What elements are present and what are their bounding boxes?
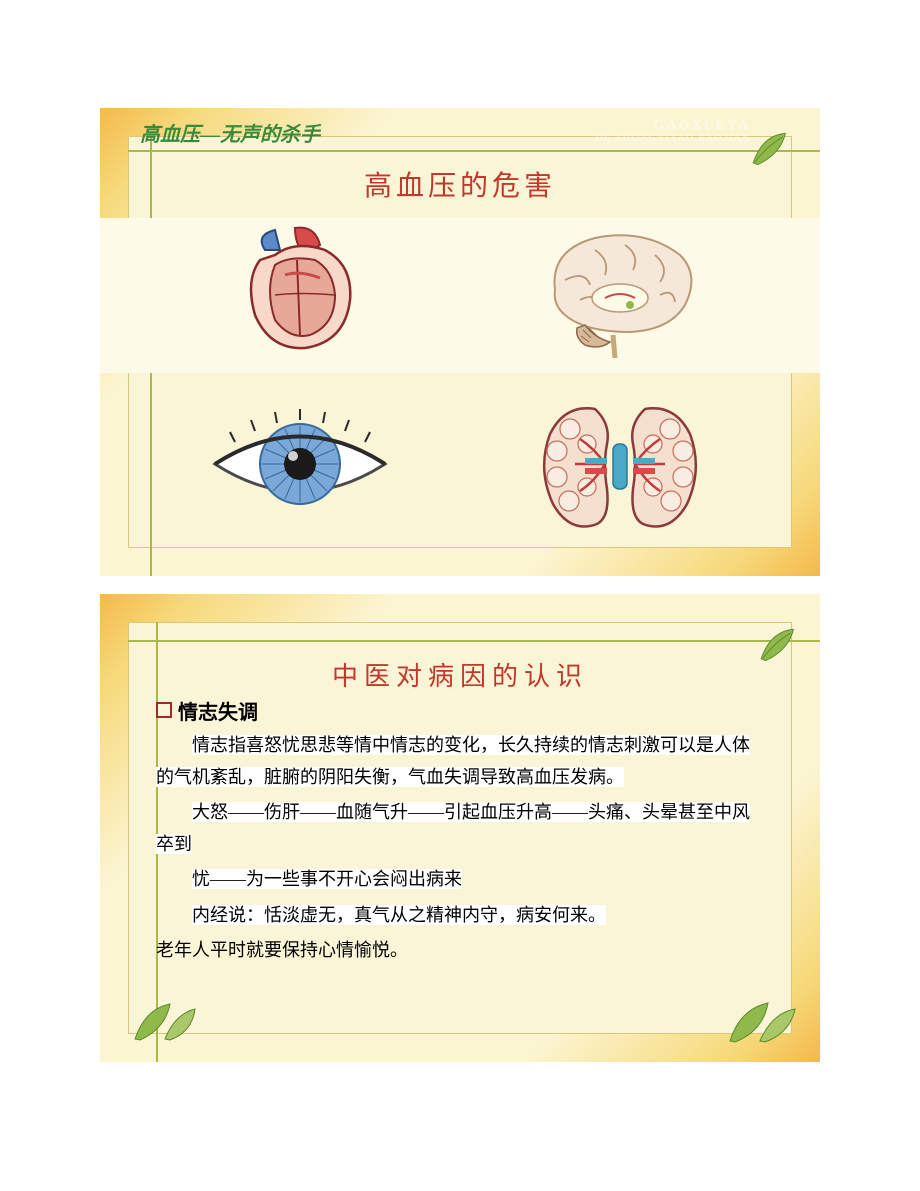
slide-2-body: 情志指喜怒忧思悲等情中情志的变化，长久持续的情志刺激可以是人体的气机紊乱，脏腑的… — [156, 730, 764, 971]
slide-1: 高血压—无声的杀手 GAOXUEYA DE ZHONGYIYAO BAOJIAN… — [100, 108, 820, 576]
paragraph: 情志指喜怒忧思悲等情中情志的变化，长久持续的情志刺激可以是人体的气机紊乱，脏腑的… — [156, 730, 764, 793]
watermark: GAOXUEYA DE ZHONGYIYAO BAOJIAN — [595, 118, 750, 144]
paragraph: 内经说：恬淡虚无，真气从之精神内守，病安何来。 — [156, 900, 764, 932]
kidneys-icon — [525, 389, 715, 539]
paragraph: 老年人平时就要保持心情愉悦。 — [156, 935, 764, 967]
watermark-sub: DE ZHONGYIYAO BAOJIAN — [595, 133, 750, 144]
leaf-icon — [130, 994, 200, 1044]
watermark-main: GAOXUEYA — [654, 118, 750, 133]
paragraph: 大怒——伤肝——血随气升——引起血压升高——头痛、头晕甚至中风卒到 — [156, 797, 764, 860]
slide-2-subtitle: 情志失调 — [156, 696, 258, 725]
paragraph: 忧——为一些事不开心会闷出病来 — [156, 864, 764, 896]
frame-line — [128, 150, 820, 152]
slide-1-title: 高血压的危害 — [100, 164, 820, 204]
slide-2-title: 中医对病因的认识 — [100, 656, 820, 693]
brain-icon — [535, 220, 705, 360]
eye-icon — [205, 404, 395, 524]
frame-line — [128, 640, 820, 642]
slide-2: 中医对病因的认识 情志失调 情志指喜怒忧思悲等情中情志的变化，长久持续的情志刺激… — [100, 594, 820, 1062]
leaf-icon — [720, 991, 800, 1046]
slide-1-header: 高血压—无声的杀手 — [140, 118, 320, 147]
organs-grid — [160, 208, 760, 546]
paragraph-text: 忧——为一些事不开心会闷出病来 — [192, 869, 462, 889]
paragraph-text: 老年人平时就要保持心情愉悦。 — [156, 940, 408, 960]
paragraph-text: 内经说：恬淡虚无，真气从之精神内守，病安何来。 — [192, 905, 606, 925]
paragraph-text: 情志指喜怒忧思悲等情中情志的变化，长久持续的情志刺激可以是人体的气机紊乱，脏腑的… — [156, 735, 750, 787]
subtitle-text: 情志失调 — [178, 702, 258, 724]
paragraph-text: 大怒——伤肝——血随气升——引起血压升高——头痛、头晕甚至中风卒到 — [156, 802, 750, 854]
heart-icon — [225, 220, 375, 360]
